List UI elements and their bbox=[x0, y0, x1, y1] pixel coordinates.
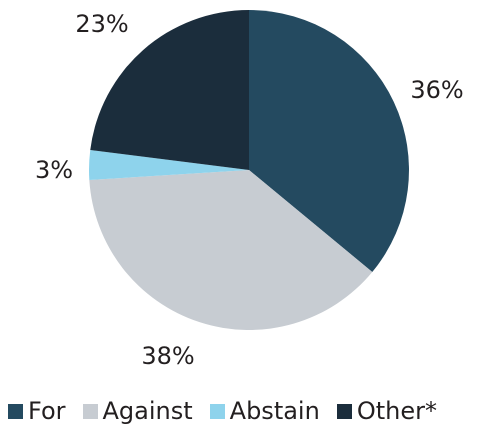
legend-item-abstain: Abstain bbox=[209, 397, 320, 425]
data-label-other: 23% bbox=[75, 10, 128, 38]
pie-slice-abstain bbox=[89, 149, 249, 181]
pie-slice-against bbox=[89, 170, 373, 330]
legend-label: Against bbox=[102, 397, 193, 425]
data-label-for: 36% bbox=[410, 76, 463, 104]
legend-swatch bbox=[336, 403, 352, 419]
pie-chart: 36% 38% 3% 23% bbox=[35, 10, 464, 370]
data-label-against: 38% bbox=[141, 342, 194, 370]
legend-swatch bbox=[209, 403, 225, 419]
legend-label: Abstain bbox=[229, 397, 320, 425]
data-label-abstain: 3% bbox=[35, 156, 73, 184]
legend: For Against Abstain Other* bbox=[8, 396, 437, 426]
legend-label: For bbox=[28, 397, 66, 425]
legend-label: Other* bbox=[356, 397, 437, 425]
pie-slice-for bbox=[249, 10, 409, 272]
legend-swatch bbox=[8, 403, 23, 419]
pie-value-labels: 36% 38% 3% 23% bbox=[35, 10, 464, 370]
legend-item-other: Other* bbox=[336, 397, 437, 425]
pie-slice-other bbox=[90, 10, 249, 170]
legend-item-for: For bbox=[8, 397, 66, 425]
legend-item-against: Against bbox=[82, 397, 193, 425]
pie-slices bbox=[89, 10, 409, 330]
legend-swatch bbox=[82, 403, 98, 419]
